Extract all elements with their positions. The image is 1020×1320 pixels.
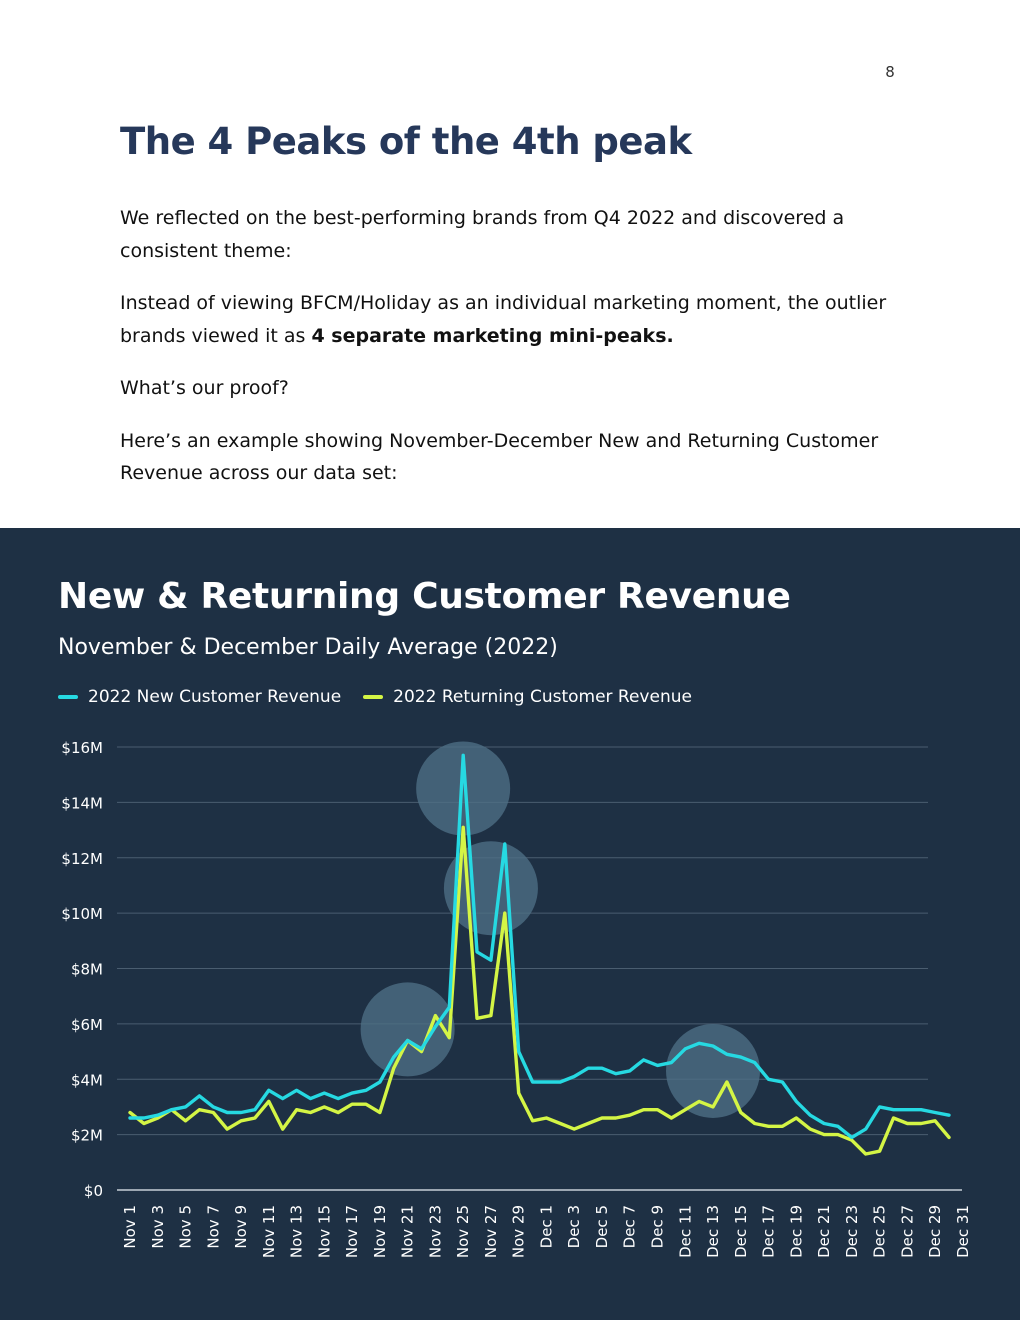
y-tick-label: $10M — [61, 905, 103, 923]
paragraph-2-bold: 4 separate marketing mini-peaks. — [311, 324, 674, 347]
y-tick-label: $16M — [61, 739, 103, 757]
y-tick-label: $8M — [71, 961, 103, 979]
chart-legend: 2022 New Customer Revenue 2022 Returning… — [58, 687, 692, 707]
paragraph-1: We reflected on the best-performing bran… — [120, 207, 845, 262]
x-tick-label: Nov 17 — [343, 1205, 361, 1258]
x-tick-label: Nov 7 — [204, 1205, 222, 1249]
x-tick-label: Dec 3 — [565, 1205, 583, 1248]
legend-swatch-returning — [363, 695, 384, 699]
legend-swatch-new — [58, 695, 78, 699]
x-tick-label: Nov 21 — [399, 1205, 417, 1258]
x-tick-label: Dec 23 — [843, 1205, 861, 1258]
x-tick-label: Nov 9 — [232, 1205, 250, 1249]
x-tick-label: Dec 15 — [732, 1205, 750, 1258]
legend-item-new: 2022 New Customer Revenue — [58, 687, 341, 707]
series-line-new-customer-revenue — [128, 753, 951, 1140]
y-tick-label: $0 — [84, 1182, 103, 1200]
legend-label-returning: 2022 Returning Customer Revenue — [393, 687, 692, 707]
body-text: We reflected on the best-performing bran… — [120, 202, 910, 510]
x-tick-label: Nov 15 — [315, 1205, 333, 1258]
y-tick-label: $4M — [71, 1071, 103, 1089]
x-tick-label: Nov 27 — [482, 1205, 500, 1258]
line-chart: $0 $2M $4M $6M $8M $10M $12M $14M $16M Nov 1 Nov 3… — [61, 739, 972, 1258]
peak-highlight-circle — [416, 741, 511, 836]
x-tick-label: Nov 29 — [510, 1205, 528, 1258]
x-tick-label: Dec 27 — [898, 1205, 916, 1258]
x-tick-label: Nov 23 — [426, 1205, 444, 1258]
page-number: 8 — [885, 63, 895, 81]
paragraph-2: Instead of viewing BFCM/Holiday as an in… — [120, 287, 910, 352]
x-tick-label: Nov 5 — [177, 1205, 195, 1249]
paragraph-3: What’s our proof? — [120, 377, 289, 399]
x-tick-label: Nov 1 — [121, 1205, 139, 1249]
x-tick-label: Dec 31 — [954, 1205, 972, 1258]
x-tick-label: Dec 29 — [926, 1205, 944, 1258]
x-tick-label: Nov 25 — [454, 1205, 472, 1258]
y-tick-label: $2M — [71, 1127, 103, 1145]
y-tick-label: $6M — [71, 1016, 103, 1034]
peak-highlight-circle — [360, 982, 455, 1077]
paragraph-2-text: Instead of viewing BFCM/Holiday as an in… — [120, 292, 887, 347]
chart-panel: New & Returning Customer Revenue Novembe… — [0, 528, 1020, 1320]
paragraph-4: Here’s an example showing November-Decem… — [120, 429, 879, 485]
x-tick-label: Nov 11 — [260, 1205, 278, 1258]
x-tick-label: Dec 19 — [787, 1205, 805, 1258]
x-tick-label: Nov 3 — [149, 1205, 167, 1249]
legend-item-returning: 2022 Returning Customer Revenue — [363, 687, 692, 707]
x-tick-label: Dec 9 — [648, 1205, 666, 1248]
x-tick-label: Dec 13 — [704, 1205, 722, 1258]
x-tick-label: Dec 25 — [871, 1205, 889, 1258]
chart-title: New & Returning Customer Revenue — [58, 576, 791, 617]
x-tick-label: Nov 13 — [288, 1205, 306, 1258]
y-tick-label: $12M — [61, 850, 103, 868]
x-tick-label: Dec 11 — [676, 1205, 694, 1258]
y-tick-label: $14M — [61, 794, 103, 812]
series-line-returning-customer-revenue — [128, 825, 951, 1156]
x-tick-label: Dec 1 — [537, 1205, 555, 1248]
legend-label-new: 2022 New Customer Revenue — [88, 687, 342, 707]
page-heading: The 4 Peaks of the 4th peak — [120, 120, 692, 163]
x-tick-label: Dec 5 — [593, 1205, 611, 1248]
x-tick-label: Nov 19 — [371, 1205, 389, 1258]
x-tick-label: Dec 7 — [621, 1205, 639, 1248]
x-tick-label: Dec 21 — [815, 1205, 833, 1258]
x-tick-label: Dec 17 — [760, 1205, 778, 1258]
chart-subtitle: November & December Daily Average (2022) — [58, 635, 558, 660]
